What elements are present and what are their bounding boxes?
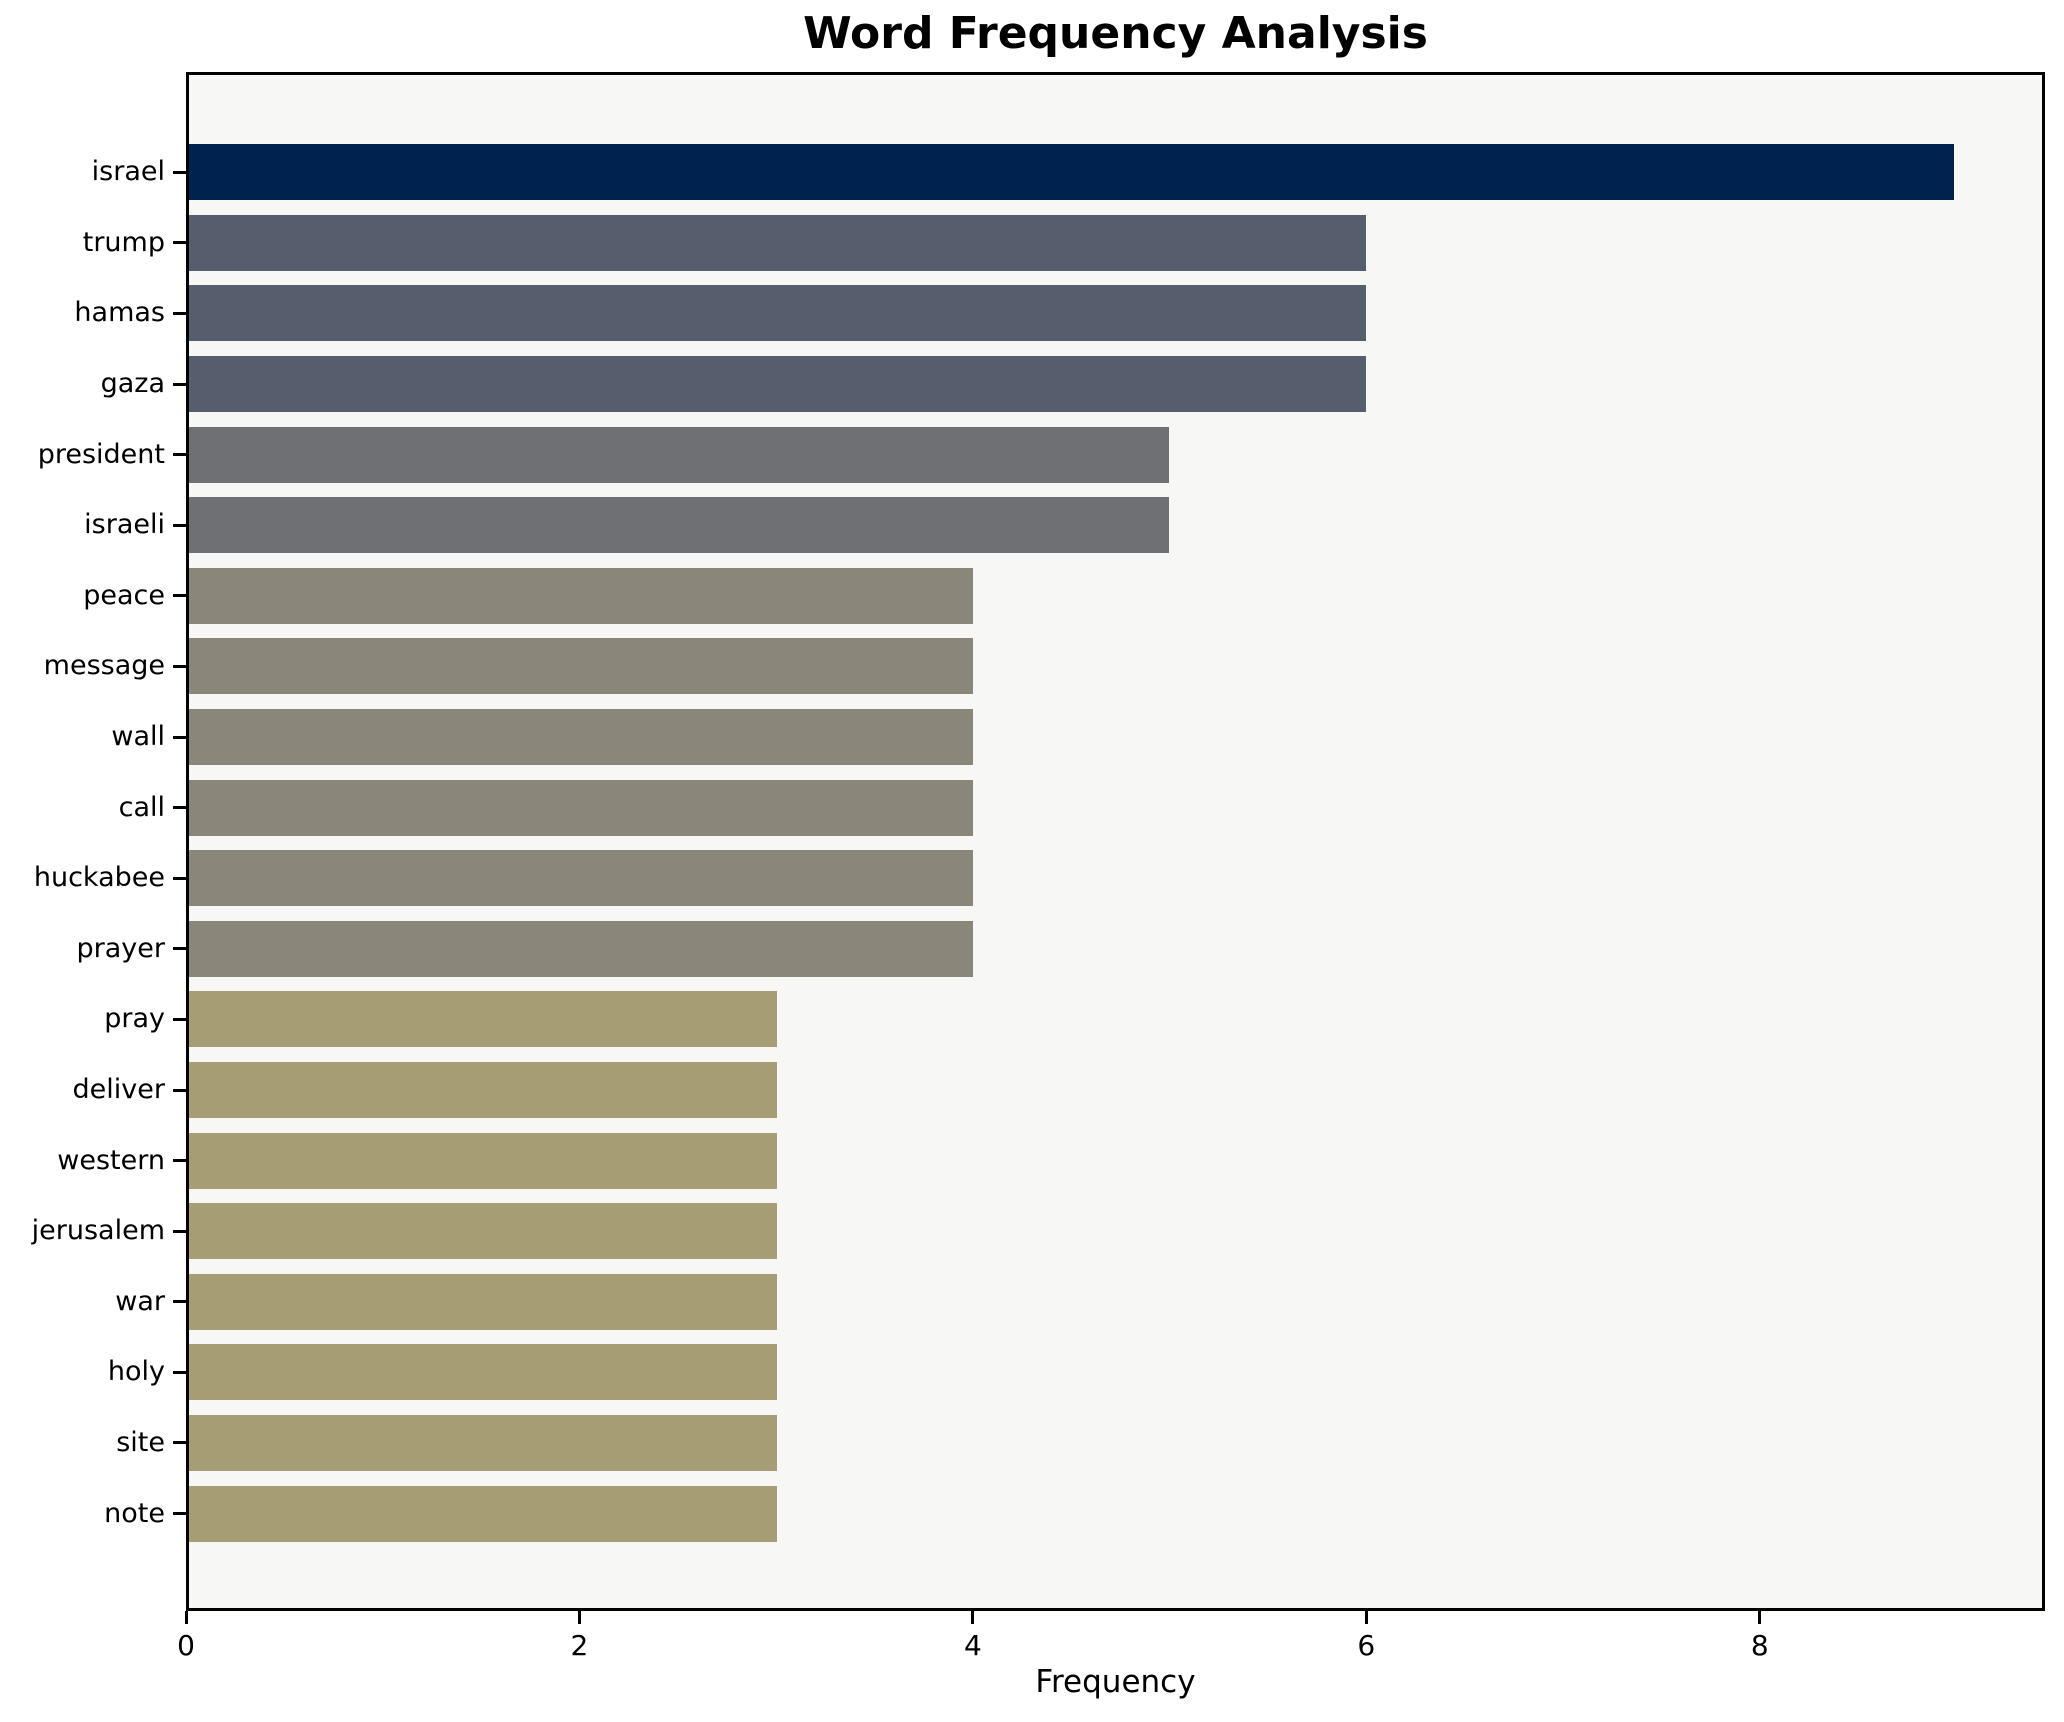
y-tick-label-israeli: israeli (84, 509, 165, 541)
bar-israel (189, 144, 1954, 201)
y-tick-label-note: note (104, 1497, 165, 1529)
bar-wall (189, 709, 974, 766)
y-tick-mark (173, 1159, 186, 1163)
x-tick-label: 4 (963, 1629, 982, 1662)
bar-deliver (189, 1062, 778, 1119)
bar-jerusalem (189, 1203, 778, 1260)
bar-site (189, 1414, 778, 1471)
bar-row: trump (83, 208, 2042, 279)
y-tick-mark (173, 453, 186, 457)
x-axis: 0 2 4 6 8 (177, 1611, 2045, 1671)
bar-row: western (57, 1125, 2042, 1196)
bar-western (189, 1132, 778, 1189)
bar-call (189, 779, 974, 836)
y-tick-mark (173, 1088, 186, 1092)
y-tick-mark (173, 1300, 186, 1304)
bar-row: gaza (101, 349, 2042, 420)
y-tick-mark (173, 947, 186, 951)
x-tick-mark (971, 1611, 975, 1624)
bar-message (189, 638, 974, 695)
y-tick-mark (173, 170, 186, 174)
y-tick-label-peace: peace (83, 579, 165, 611)
bar-president (189, 426, 1170, 483)
x-tick-mark (184, 1611, 188, 1624)
x-axis-label: Frequency (1035, 1664, 1196, 1700)
bar-huckabee (189, 850, 974, 907)
y-tick-mark (173, 594, 186, 598)
y-tick-label-trump: trump (82, 226, 165, 258)
bar-row: hamas (74, 278, 2042, 349)
plot-area: israel trump hamas gaza president israeli peac… (32, 72, 2045, 1611)
y-tick-label-israel: israel (91, 156, 165, 188)
bar-row: holy (108, 1337, 2042, 1408)
y-tick-mark (173, 876, 186, 880)
x-tick-mark (577, 1611, 581, 1624)
y-tick-mark (173, 1512, 186, 1516)
bar-row: wall (111, 702, 2042, 773)
bar-war (189, 1273, 778, 1330)
x-tick-label: 6 (1357, 1629, 1376, 1662)
bar-trump (189, 214, 1366, 271)
bar-hamas (189, 285, 1366, 342)
bar-row: message (44, 631, 2042, 702)
y-tick-mark (173, 1370, 186, 1374)
y-tick-mark (173, 735, 186, 739)
y-tick-mark (173, 241, 186, 245)
y-tick-mark (173, 523, 186, 527)
bar-pray (189, 991, 778, 1048)
y-tick-mark (173, 1441, 186, 1445)
y-tick-mark (173, 311, 186, 315)
bar-row: war (115, 1267, 2042, 1338)
bar-row: president (38, 419, 2042, 490)
bar-row: call (119, 772, 2042, 843)
y-tick-mark (173, 664, 186, 668)
bars-container: israel trump hamas gaza president israeli peac… (32, 75, 2042, 1608)
bar-holy (189, 1344, 778, 1401)
y-tick-label-prayer: prayer (76, 932, 165, 964)
bar-peace (189, 567, 974, 624)
y-tick-label-deliver: deliver (72, 1073, 165, 1105)
bar-note (189, 1485, 778, 1542)
x-tick-label: 8 (1750, 1629, 1769, 1662)
y-tick-label-jerusalem: jerusalem (31, 1215, 165, 1247)
bar-row: pray (104, 984, 2042, 1055)
bar-row: jerusalem (32, 1196, 2042, 1267)
chart-title: Word Frequency Analysis (803, 8, 1428, 59)
y-tick-label-holy: holy (107, 1356, 165, 1388)
y-tick-label-wall: wall (111, 720, 165, 752)
y-tick-mark (173, 1229, 186, 1233)
y-tick-label-call: call (118, 791, 165, 823)
x-tick-mark (1758, 1611, 1762, 1624)
bar-row: israel (92, 137, 2042, 208)
y-tick-mark (173, 1017, 186, 1021)
bar-israeli (189, 497, 1170, 554)
bar-row: site (116, 1408, 2042, 1479)
bar-row: huckabee (34, 843, 2042, 914)
y-tick-mark (173, 382, 186, 386)
y-tick-label-gaza: gaza (100, 367, 165, 399)
bar-row: israeli (84, 490, 2042, 561)
bar-row: note (104, 1478, 2042, 1549)
x-tick-label: 2 (570, 1629, 589, 1662)
y-tick-label-president: president (37, 438, 165, 470)
y-tick-label-hamas: hamas (74, 297, 165, 329)
bar-row: prayer (77, 914, 2042, 985)
bar-prayer (189, 920, 974, 977)
y-tick-mark (173, 806, 186, 810)
x-tick-label: 0 (177, 1629, 195, 1662)
bar-row: peace (83, 561, 2042, 632)
y-tick-label-war: war (115, 1285, 165, 1317)
y-tick-label-pray: pray (104, 1003, 165, 1035)
y-tick-label-huckabee: huckabee (33, 862, 165, 894)
bar-gaza (189, 356, 1366, 413)
y-tick-label-western: western (57, 1144, 165, 1176)
x-tick-mark (1364, 1611, 1368, 1624)
y-tick-label-site: site (116, 1426, 165, 1458)
y-tick-label-message: message (43, 650, 165, 682)
bar-row: deliver (73, 1055, 2042, 1126)
